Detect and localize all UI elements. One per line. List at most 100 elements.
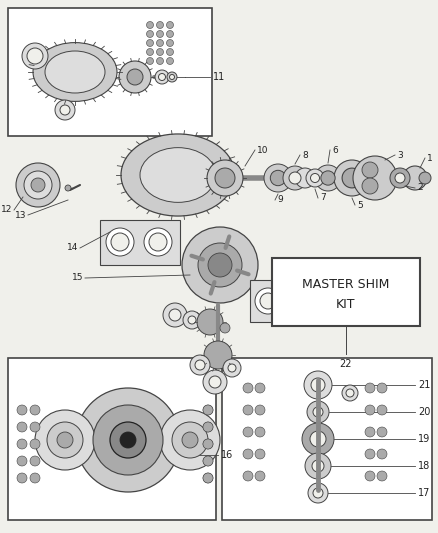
Bar [272, 258, 419, 326]
Circle shape [17, 422, 27, 432]
Circle shape [254, 427, 265, 437]
Circle shape [182, 432, 198, 448]
Circle shape [24, 171, 52, 199]
Circle shape [57, 432, 73, 448]
Circle shape [202, 422, 212, 432]
Circle shape [243, 449, 252, 459]
Circle shape [364, 427, 374, 437]
Circle shape [30, 456, 40, 466]
Circle shape [202, 439, 212, 449]
Circle shape [312, 488, 322, 498]
Circle shape [389, 168, 409, 188]
Circle shape [307, 483, 327, 503]
Text: 20: 20 [417, 407, 429, 417]
Circle shape [35, 410, 95, 470]
Circle shape [166, 39, 173, 46]
Circle shape [227, 364, 236, 372]
Circle shape [254, 383, 265, 393]
Circle shape [243, 383, 252, 393]
Circle shape [394, 173, 404, 183]
Circle shape [146, 21, 153, 28]
Circle shape [31, 178, 45, 192]
Circle shape [169, 75, 174, 79]
Circle shape [202, 422, 212, 432]
Circle shape [207, 160, 243, 196]
Circle shape [120, 432, 136, 448]
Circle shape [166, 58, 173, 64]
Circle shape [202, 456, 212, 466]
Circle shape [166, 30, 173, 37]
Circle shape [376, 471, 386, 481]
Circle shape [182, 227, 258, 303]
Text: 19: 19 [417, 434, 429, 444]
Circle shape [312, 407, 322, 417]
Bar [100, 220, 180, 265]
Circle shape [376, 427, 386, 437]
Circle shape [198, 243, 241, 287]
Circle shape [208, 376, 220, 388]
Circle shape [301, 423, 333, 455]
Circle shape [30, 405, 40, 415]
Circle shape [254, 405, 265, 415]
Circle shape [127, 69, 143, 85]
Text: 17: 17 [417, 488, 429, 498]
Circle shape [156, 49, 163, 55]
Circle shape [106, 228, 134, 256]
Circle shape [156, 58, 163, 64]
Text: 1: 1 [426, 154, 432, 163]
Text: 5: 5 [356, 200, 362, 209]
Text: 6: 6 [331, 146, 337, 155]
Circle shape [288, 172, 300, 184]
Circle shape [204, 341, 231, 369]
Circle shape [208, 253, 231, 277]
Circle shape [194, 360, 205, 370]
Circle shape [376, 405, 386, 415]
Circle shape [166, 21, 173, 28]
Circle shape [341, 385, 357, 401]
Text: 11: 11 [212, 72, 225, 82]
Circle shape [364, 471, 374, 481]
Circle shape [155, 70, 169, 84]
Circle shape [144, 228, 172, 256]
Circle shape [156, 39, 163, 46]
Circle shape [311, 460, 323, 472]
Circle shape [303, 371, 331, 399]
Circle shape [146, 30, 153, 37]
Circle shape [314, 165, 340, 191]
Text: 13: 13 [14, 211, 26, 220]
Circle shape [320, 171, 334, 185]
Circle shape [376, 383, 386, 393]
Circle shape [305, 169, 323, 187]
Circle shape [183, 311, 201, 329]
Circle shape [166, 49, 173, 55]
Circle shape [341, 168, 361, 188]
Text: 16: 16 [220, 450, 233, 460]
Circle shape [148, 233, 166, 251]
Circle shape [202, 439, 212, 449]
Circle shape [156, 30, 163, 37]
Bar [249, 280, 321, 322]
Circle shape [158, 74, 165, 80]
Circle shape [30, 422, 40, 432]
Circle shape [17, 405, 27, 415]
Circle shape [219, 323, 230, 333]
Text: 18: 18 [417, 461, 429, 471]
Circle shape [162, 303, 187, 327]
Text: 10: 10 [256, 146, 268, 155]
Text: MASTER SHIM: MASTER SHIM [302, 278, 389, 290]
Circle shape [202, 473, 212, 483]
Circle shape [65, 185, 71, 191]
Text: 14: 14 [67, 244, 78, 253]
Text: KIT: KIT [336, 297, 355, 311]
Circle shape [243, 405, 252, 415]
Bar [222, 358, 431, 520]
Circle shape [352, 156, 396, 200]
Circle shape [293, 293, 309, 309]
Circle shape [254, 288, 280, 314]
Circle shape [76, 388, 180, 492]
Circle shape [223, 359, 240, 377]
Circle shape [146, 58, 153, 64]
Circle shape [202, 405, 212, 415]
Circle shape [364, 405, 374, 415]
Circle shape [27, 48, 43, 64]
